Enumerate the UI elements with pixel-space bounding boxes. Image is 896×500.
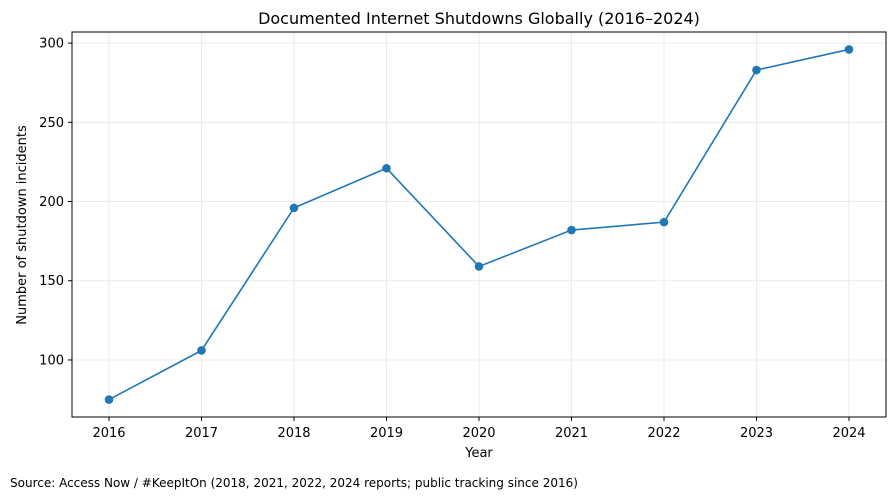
y-tick-label: 300 xyxy=(39,37,64,52)
chart-title: Documented Internet Shutdowns Globally (… xyxy=(258,9,700,28)
data-point xyxy=(197,346,206,355)
grid-lines xyxy=(72,32,886,417)
data-point xyxy=(289,203,299,213)
data-point xyxy=(104,395,114,404)
y-axis-label: Number of shutdown incidents xyxy=(15,125,30,325)
y-tick-label: 100 xyxy=(39,353,64,368)
x-tick-label: 2024 xyxy=(832,426,865,441)
x-tick-label: 2023 xyxy=(740,426,773,441)
x-tick-label: 2018 xyxy=(277,426,310,441)
y-tick-label: 250 xyxy=(39,116,64,131)
source-note: Source: Access Now / #KeepItOn (2018, 20… xyxy=(10,476,578,490)
x-tick-label: 2017 xyxy=(185,426,218,441)
y-tick-label: 150 xyxy=(39,274,64,289)
data-point xyxy=(474,262,484,271)
y-tick-label: 200 xyxy=(39,195,64,210)
x-axis-label: Year xyxy=(464,446,493,461)
y-axis: 100 150 200 250 300 xyxy=(39,37,72,368)
x-tick-label: 2021 xyxy=(555,426,588,441)
x-axis: 2016 2017 2018 2019 2020 2021 2022 2023 2024 xyxy=(92,417,866,441)
data-point xyxy=(567,225,576,235)
x-tick-label: 2016 xyxy=(92,426,125,441)
x-tick-label: 2022 xyxy=(647,426,680,441)
series-layer xyxy=(104,45,854,404)
x-tick-label: 2020 xyxy=(462,426,495,441)
data-point xyxy=(659,217,669,227)
x-tick-label: 2019 xyxy=(370,426,403,441)
data-point xyxy=(382,163,391,173)
data-point xyxy=(752,65,761,75)
data-point xyxy=(844,45,854,54)
